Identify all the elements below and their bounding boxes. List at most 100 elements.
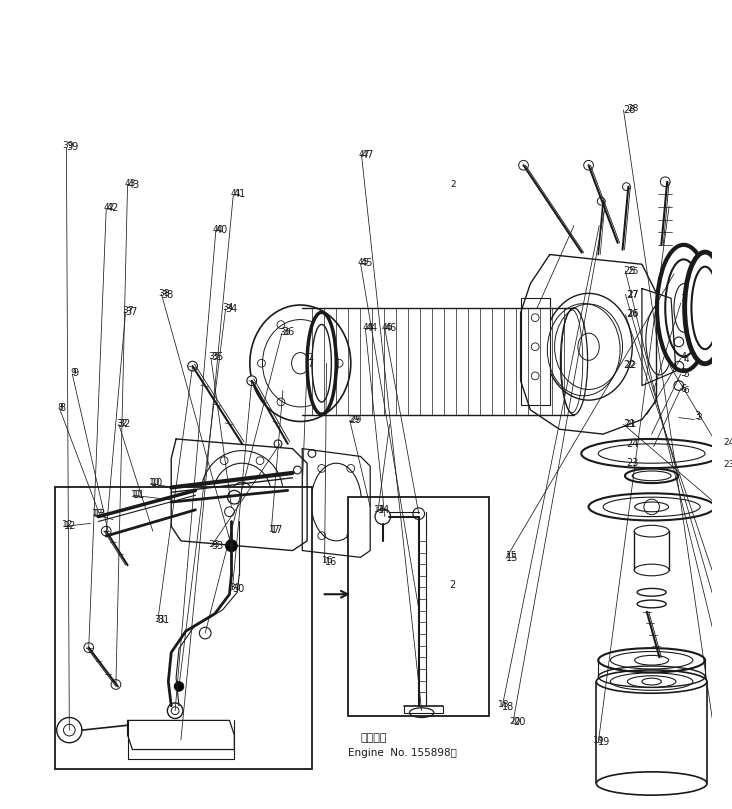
- Text: 8: 8: [58, 404, 64, 413]
- Text: 35: 35: [211, 353, 223, 362]
- Text: 27: 27: [627, 290, 639, 299]
- Circle shape: [174, 682, 184, 692]
- Circle shape: [228, 490, 241, 504]
- Ellipse shape: [250, 305, 351, 421]
- Text: 47: 47: [362, 150, 374, 160]
- Text: 46: 46: [382, 323, 393, 332]
- Text: 21: 21: [623, 419, 635, 429]
- Circle shape: [247, 376, 257, 386]
- Text: 16: 16: [324, 557, 337, 566]
- Text: 28: 28: [623, 105, 635, 115]
- Text: 47: 47: [359, 150, 370, 159]
- Text: 42: 42: [107, 203, 119, 214]
- Circle shape: [187, 362, 198, 371]
- Text: 5: 5: [684, 371, 690, 379]
- Circle shape: [308, 450, 315, 457]
- Text: 7: 7: [307, 353, 313, 362]
- Text: 11: 11: [130, 489, 142, 499]
- Circle shape: [101, 527, 111, 536]
- Text: 2: 2: [451, 180, 456, 189]
- Ellipse shape: [597, 772, 707, 795]
- Text: 30: 30: [232, 584, 244, 594]
- Text: 46: 46: [385, 324, 397, 333]
- Text: 36: 36: [282, 328, 294, 337]
- Text: 38: 38: [159, 289, 170, 298]
- Text: 43: 43: [128, 180, 140, 189]
- Text: 33: 33: [208, 540, 220, 549]
- Bar: [520, 299, 550, 405]
- Text: 21: 21: [625, 420, 637, 429]
- Text: 36: 36: [279, 328, 291, 337]
- Text: 45: 45: [357, 258, 369, 267]
- Text: 20: 20: [509, 717, 520, 726]
- Ellipse shape: [665, 260, 702, 357]
- Text: 9: 9: [70, 368, 76, 378]
- Circle shape: [199, 627, 211, 639]
- Text: 1: 1: [681, 299, 687, 309]
- Text: 44: 44: [362, 323, 373, 332]
- Text: 3: 3: [694, 411, 701, 421]
- Text: 34: 34: [223, 303, 234, 312]
- Text: 23: 23: [627, 459, 639, 468]
- Text: 11: 11: [132, 489, 145, 500]
- Text: 31: 31: [157, 616, 170, 625]
- Text: 17: 17: [272, 525, 284, 535]
- Text: 24: 24: [627, 438, 639, 449]
- Text: 22: 22: [625, 361, 637, 370]
- Text: 41: 41: [231, 189, 242, 198]
- Bar: [348, 498, 488, 715]
- Text: 12: 12: [61, 520, 73, 529]
- Circle shape: [274, 440, 282, 447]
- Text: 35: 35: [208, 352, 220, 361]
- Circle shape: [106, 513, 120, 527]
- Text: 29: 29: [348, 415, 359, 424]
- Text: 24: 24: [723, 438, 732, 447]
- Ellipse shape: [684, 252, 725, 364]
- Text: 32: 32: [116, 419, 127, 428]
- Text: 18: 18: [498, 701, 509, 709]
- Text: 37: 37: [126, 307, 138, 317]
- Ellipse shape: [692, 267, 719, 349]
- Ellipse shape: [307, 312, 336, 414]
- Circle shape: [674, 337, 684, 347]
- Circle shape: [168, 703, 183, 718]
- Text: 40: 40: [213, 225, 224, 234]
- Text: 4: 4: [684, 355, 690, 364]
- Text: 37: 37: [123, 307, 134, 316]
- Text: 13: 13: [94, 510, 106, 519]
- Circle shape: [56, 718, 82, 743]
- Text: 15: 15: [506, 551, 518, 560]
- Text: 12: 12: [64, 521, 76, 532]
- Text: 30: 30: [229, 583, 241, 592]
- Text: 45: 45: [360, 258, 373, 268]
- Text: 14: 14: [374, 506, 386, 515]
- Text: 25: 25: [627, 266, 639, 276]
- Text: 41: 41: [234, 189, 246, 199]
- Text: 2: 2: [449, 580, 455, 590]
- Text: 39: 39: [62, 142, 74, 150]
- Circle shape: [84, 643, 94, 653]
- Circle shape: [111, 680, 121, 689]
- Text: 38: 38: [161, 290, 173, 299]
- Circle shape: [225, 507, 234, 517]
- Text: 13: 13: [92, 509, 103, 519]
- Text: 22: 22: [623, 360, 635, 371]
- Ellipse shape: [312, 324, 332, 402]
- Text: 6: 6: [684, 386, 690, 395]
- Text: 1: 1: [681, 294, 687, 303]
- Text: 23: 23: [723, 460, 732, 468]
- Text: 32: 32: [119, 419, 131, 429]
- Text: 18: 18: [502, 701, 515, 712]
- Text: 14: 14: [378, 506, 390, 515]
- Text: 29: 29: [349, 415, 362, 426]
- Text: 43: 43: [124, 180, 136, 188]
- Circle shape: [413, 508, 425, 519]
- Text: 15: 15: [506, 553, 518, 562]
- Text: 44: 44: [365, 324, 378, 333]
- Text: 10: 10: [151, 478, 163, 488]
- Text: 33: 33: [211, 541, 223, 551]
- Text: 19: 19: [594, 736, 605, 745]
- Circle shape: [82, 515, 100, 532]
- Text: 19: 19: [598, 737, 610, 748]
- Circle shape: [375, 509, 391, 524]
